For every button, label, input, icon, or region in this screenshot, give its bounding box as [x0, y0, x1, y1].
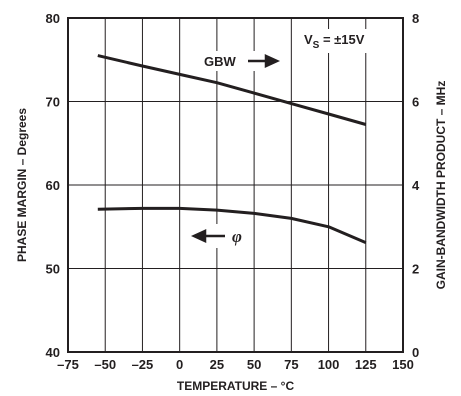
svg-text:VS = ±15V: VS = ±15V — [304, 32, 365, 51]
phase-margin-curve — [97, 206, 367, 244]
x-tick-label: –25 — [132, 357, 154, 372]
right-arrow-icon — [248, 54, 281, 68]
left-arrow-icon — [190, 229, 225, 243]
y-right-tick-labels: 0 2 4 6 8 — [412, 11, 420, 360]
y-left-tick-label: 40 — [46, 345, 60, 360]
gbw-label: GBW — [204, 54, 237, 69]
supply-voltage-annotation: VS = ±15V — [301, 29, 393, 53]
y-right-axis-label: GAIN-BANDWIDTH PRODUCT – MHz — [434, 81, 448, 290]
x-tick-label: 25 — [210, 357, 224, 372]
x-tick-label: 50 — [247, 357, 261, 372]
x-axis-label: TEMPERATURE – °C — [177, 379, 295, 393]
vs-subscript: S — [313, 40, 320, 51]
gbw-curve — [97, 54, 367, 126]
x-tick-label: 75 — [284, 357, 298, 372]
phase-annotation: φ — [190, 224, 252, 248]
y-right-tick-label: 8 — [412, 11, 419, 26]
x-tick-label: 125 — [355, 357, 377, 372]
y-left-tick-label: 60 — [46, 178, 60, 193]
x-tick-label: 100 — [318, 357, 340, 372]
series-group — [97, 54, 367, 244]
y-left-tick-labels: 40 50 60 70 80 — [46, 11, 60, 360]
phi-label: φ — [232, 227, 242, 246]
vs-prefix: V — [304, 32, 313, 47]
y-right-tick-label: 2 — [412, 262, 419, 277]
y-right-tick-label: 0 — [412, 345, 419, 360]
y-left-tick-label: 80 — [46, 11, 60, 26]
x-tick-label: –75 — [57, 357, 79, 372]
y-left-tick-label: 70 — [46, 95, 60, 110]
y-left-tick-label: 50 — [46, 262, 60, 277]
y-right-tick-label: 6 — [412, 95, 419, 110]
y-left-axis-label: PHASE MARGIN – Degrees — [15, 108, 29, 262]
x-tick-label: 150 — [392, 357, 414, 372]
plot-frame — [67, 17, 404, 353]
vs-suffix: = ±15V — [319, 32, 364, 47]
x-tick-label: 0 — [176, 357, 183, 372]
gbw-annotation: GBW — [200, 51, 284, 71]
x-tick-label: –50 — [94, 357, 116, 372]
x-tick-labels: –75 –50 –25 0 25 50 75 100 125 150 — [57, 357, 414, 372]
y-right-tick-label: 4 — [412, 178, 420, 193]
